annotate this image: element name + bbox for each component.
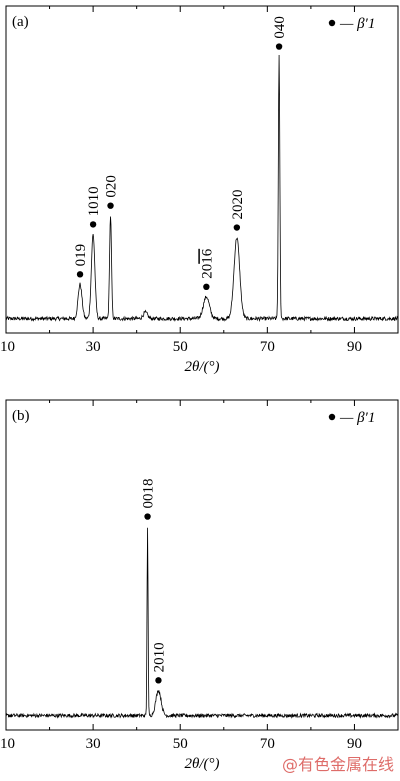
- peak-label: 2020: [230, 190, 246, 220]
- plot-frame: [5, 5, 399, 334]
- peak-marker: [203, 283, 210, 290]
- panel-label: (b): [12, 408, 30, 424]
- peak-marker: [155, 677, 162, 684]
- legend: — β′1: [328, 16, 375, 32]
- panel-label: (a): [12, 14, 29, 30]
- x-tick-label: 30: [86, 736, 101, 752]
- peak-marker: [275, 43, 283, 50]
- x-tick-label: 50: [173, 736, 188, 752]
- peak-marker: [144, 513, 151, 520]
- xrd-trace: [5, 54, 399, 322]
- peak-label: 040: [272, 16, 288, 39]
- legend-label: — β′1: [339, 16, 375, 32]
- peak-label: 2016: [199, 248, 215, 279]
- x-tick-label: 90: [347, 339, 362, 355]
- peak-label: 019: [73, 244, 89, 267]
- x-tick-label: 30: [86, 339, 101, 355]
- chart-panel-a: (a) — β′1 10 30 50 70 90 2θ/(°) 019 1010 020 2016 20…: [0, 5, 399, 375]
- peak-marker: [107, 202, 114, 209]
- peak-label: 1010: [86, 186, 102, 216]
- x-tick-label: 70: [260, 736, 275, 752]
- plot-frame: [5, 399, 399, 731]
- x-axis-label: 2θ/(°): [184, 359, 219, 375]
- chart-panel-b: (b) — β′1 10 30 50 70 90 2θ/(°) 0018 2010: [0, 399, 399, 772]
- peak-label: 2010: [151, 642, 167, 672]
- peak-label: 020: [104, 175, 120, 198]
- x-tick-label: 10: [0, 339, 15, 355]
- x-tick-label: 50: [173, 339, 188, 355]
- peak-marker: [76, 271, 84, 278]
- peak-marker: [233, 224, 241, 231]
- x-axis-label: 2θ/(°): [184, 756, 219, 772]
- legend: — β′1: [328, 410, 375, 426]
- xrd-trace: [5, 527, 399, 719]
- legend-label: — β′1: [339, 410, 375, 426]
- peak-marker: [89, 221, 97, 228]
- peak-label: 0018: [141, 479, 157, 509]
- x-tick-label: 90: [347, 736, 362, 752]
- legend-marker: [328, 413, 336, 421]
- watermark-text: @有色金属在线: [281, 755, 394, 774]
- legend-marker: [328, 19, 336, 27]
- x-tick-label: 70: [260, 339, 275, 355]
- x-tick-label: 10: [0, 736, 15, 752]
